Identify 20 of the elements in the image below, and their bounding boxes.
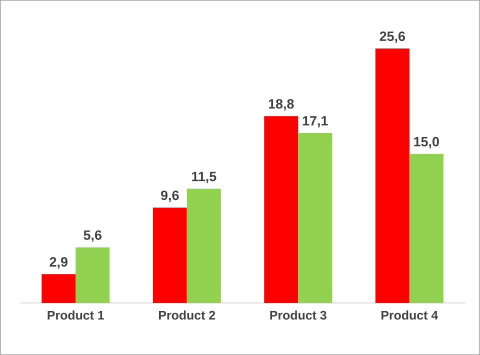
data-label: 17,1: [302, 116, 328, 128]
bar: [152, 208, 187, 303]
data-label: 15,0: [414, 136, 439, 148]
bar: [298, 133, 332, 303]
data-label: 9,6: [161, 190, 179, 202]
data-label: 2,9: [50, 257, 68, 269]
bar: [409, 154, 444, 303]
x-tick-label: Product 4: [381, 310, 438, 320]
x-tick-label: Product 1: [48, 310, 104, 320]
bar: [76, 247, 110, 303]
data-label: 25,6: [380, 32, 405, 44]
bar: [264, 116, 298, 303]
bar: [375, 48, 410, 303]
x-tick-label: Product 2: [158, 310, 216, 320]
bar: [42, 274, 76, 303]
bar: [186, 188, 221, 303]
data-label: 5,6: [84, 230, 102, 242]
data-label: 18,8: [268, 99, 294, 111]
data-label: 11,5: [192, 172, 216, 184]
x-tick-label: Product 3: [270, 310, 326, 320]
